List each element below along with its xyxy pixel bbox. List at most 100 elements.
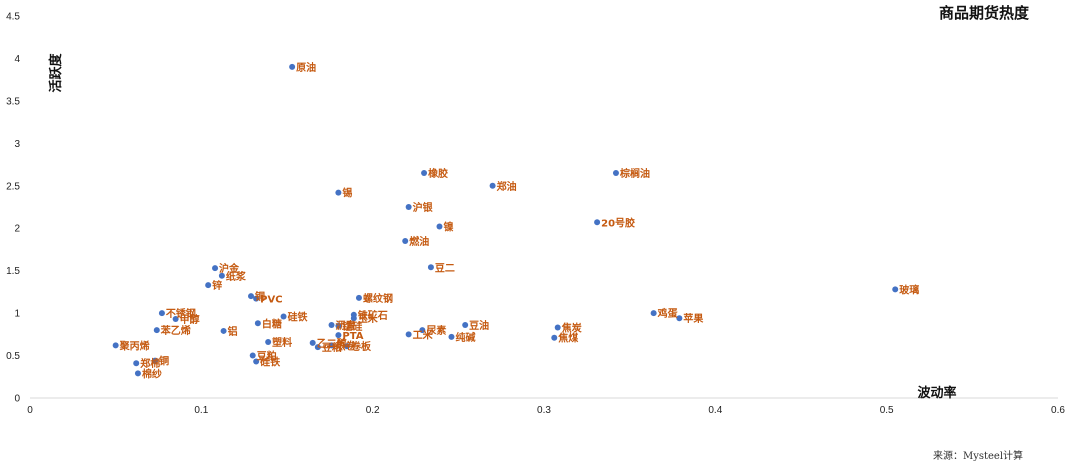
data-point bbox=[594, 219, 601, 226]
data-point bbox=[218, 272, 225, 279]
data-label: 硅铁 bbox=[260, 355, 280, 368]
data-point bbox=[212, 265, 219, 272]
data-point bbox=[265, 338, 272, 345]
data-point bbox=[343, 343, 350, 350]
data-label: 20号胶 bbox=[601, 216, 635, 229]
data-label: 聚丙烯 bbox=[119, 339, 150, 352]
data-label: 乙二醇 bbox=[317, 337, 347, 350]
data-label: 白糖 bbox=[262, 317, 282, 330]
data-point bbox=[892, 286, 899, 293]
data-label: 原油 bbox=[296, 61, 316, 74]
y-tick-label: 4.5 bbox=[6, 12, 20, 23]
data-point bbox=[248, 293, 255, 300]
data-point bbox=[253, 358, 260, 365]
data-point bbox=[254, 320, 261, 327]
x-tick-labels: 0 0.1 0.2 0.3 0.4 0.5 0.6 bbox=[27, 405, 1065, 416]
data-label: 锰硅 bbox=[342, 320, 362, 333]
data-point bbox=[172, 316, 179, 323]
data-label: 橡胶 bbox=[428, 167, 448, 180]
data-point bbox=[612, 170, 619, 177]
data-point bbox=[402, 237, 409, 244]
data-label: 镍 bbox=[443, 221, 453, 234]
data-point bbox=[554, 324, 561, 331]
y-tick-label: 0 bbox=[14, 394, 20, 405]
source-note: 来源：Mysteel计算 bbox=[933, 449, 1023, 462]
y-tick-label: 3.5 bbox=[6, 96, 20, 107]
y-tick-label: 1.5 bbox=[6, 266, 20, 277]
data-point bbox=[335, 322, 342, 329]
data-label: 玻璃 bbox=[899, 283, 919, 296]
y-axis-label: 活跃度 bbox=[48, 53, 64, 93]
data-points bbox=[112, 63, 899, 377]
data-label: 豆二 bbox=[435, 262, 455, 274]
data-point bbox=[328, 321, 335, 328]
data-label: 塑料 bbox=[272, 336, 292, 349]
data-point bbox=[650, 310, 657, 317]
data-label: 焦煤 bbox=[557, 332, 578, 345]
data-point bbox=[335, 189, 342, 196]
data-label: 锌 bbox=[212, 279, 222, 292]
data-label: 燃油 bbox=[409, 235, 429, 248]
data-point bbox=[489, 182, 496, 189]
data-point bbox=[419, 327, 426, 334]
data-point bbox=[153, 327, 160, 334]
x-tick-label: 0.2 bbox=[366, 405, 380, 416]
x-tick-label: 0.1 bbox=[194, 405, 208, 416]
data-point bbox=[421, 170, 428, 177]
data-point bbox=[205, 282, 212, 289]
x-tick-label: 0.3 bbox=[537, 405, 551, 416]
data-label: 棉纱 bbox=[142, 367, 162, 380]
data-label: 沪银 bbox=[413, 201, 434, 214]
data-point bbox=[448, 333, 455, 340]
data-label: 沥青 bbox=[336, 319, 356, 332]
data-point bbox=[134, 370, 141, 377]
data-label: 铁矿石 bbox=[358, 309, 388, 322]
x-axis-label: 波动率 bbox=[917, 385, 956, 401]
data-point bbox=[551, 334, 558, 341]
data-point bbox=[350, 315, 357, 322]
data-label: 苹果 bbox=[683, 312, 704, 325]
data-point bbox=[462, 321, 469, 328]
data-label: 豆粕 bbox=[257, 350, 277, 363]
data-label: 甲醇 bbox=[180, 313, 200, 326]
data-label: 鸡蛋 bbox=[657, 307, 678, 320]
y-tick-label: 2 bbox=[14, 224, 20, 235]
data-point bbox=[133, 360, 140, 367]
data-label: 苯乙烯 bbox=[160, 324, 191, 337]
data-point bbox=[112, 342, 119, 349]
x-tick-label: 0.6 bbox=[1051, 405, 1065, 416]
data-label: 卷板 bbox=[350, 340, 372, 353]
x-tick-label: 0.4 bbox=[708, 405, 722, 416]
data-point bbox=[152, 357, 159, 364]
data-point bbox=[328, 342, 335, 349]
data-point bbox=[405, 204, 412, 210]
data-point bbox=[427, 264, 434, 271]
data-label: 不锈钢 bbox=[166, 307, 196, 320]
data-label: 豆油 bbox=[469, 319, 489, 332]
data-label: 螺纹钢 bbox=[363, 292, 393, 305]
data-label: 硅铁 bbox=[288, 311, 308, 324]
data-point bbox=[158, 310, 165, 317]
data-label: 郑油 bbox=[497, 180, 517, 193]
x-tick-label: 0.5 bbox=[880, 405, 894, 416]
data-label: 沪金 bbox=[219, 262, 240, 275]
data-label: PVC bbox=[260, 295, 282, 306]
data-point bbox=[220, 327, 227, 334]
data-point bbox=[405, 331, 412, 338]
data-point bbox=[280, 313, 287, 320]
chart-title: 商品期货热度 bbox=[939, 4, 1030, 22]
data-label: 玉米 bbox=[358, 312, 379, 325]
data-point bbox=[309, 339, 316, 346]
y-tick-label: 4 bbox=[14, 54, 20, 65]
data-point bbox=[676, 315, 683, 322]
data-point bbox=[436, 223, 443, 230]
data-point bbox=[249, 352, 256, 359]
y-tick-labels: 0 0.5 1 1.5 2 2.5 3 3.5 4 4.5 bbox=[6, 12, 20, 405]
data-point bbox=[289, 63, 296, 70]
data-point bbox=[253, 295, 260, 302]
data-label: 尿素 bbox=[426, 324, 446, 337]
x-tick-label: 0 bbox=[27, 405, 33, 416]
y-tick-label: 2.5 bbox=[6, 181, 20, 192]
